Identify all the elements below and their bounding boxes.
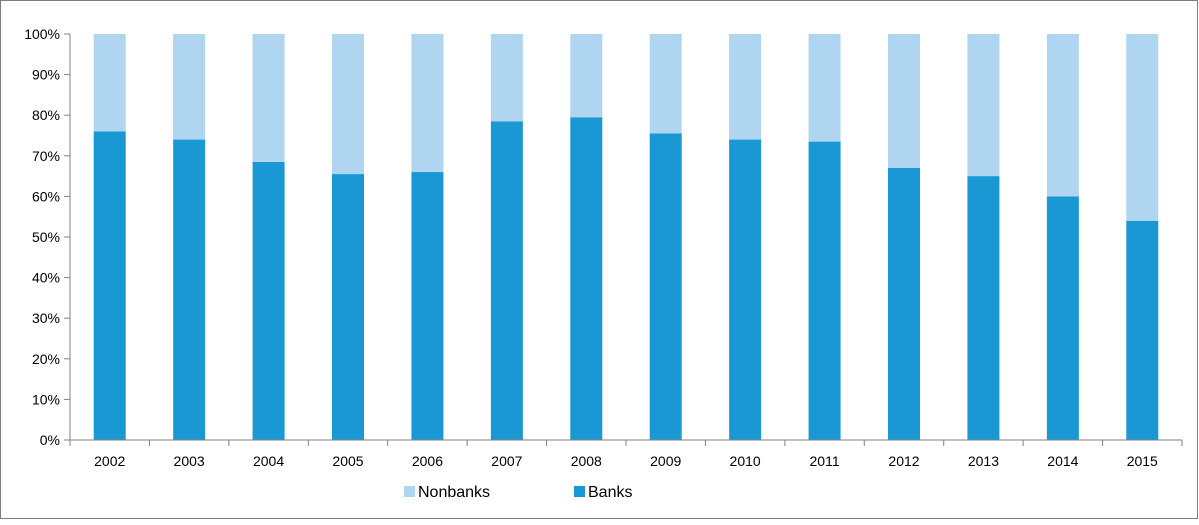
bar-banks-2004	[252, 161, 285, 440]
bar-nonbanks-2011	[808, 34, 841, 142]
x-tick-label-2002: 2002	[94, 453, 125, 469]
bar-nonbanks-2013	[967, 34, 1000, 177]
x-tick-label-2005: 2005	[332, 453, 363, 469]
bar-banks-2010	[729, 139, 762, 440]
x-tick-label-2012: 2012	[888, 453, 919, 469]
x-tick-label-2007: 2007	[491, 453, 522, 469]
x-tick-label-2014: 2014	[1047, 453, 1078, 469]
legend: Nonbanks Banks	[404, 484, 632, 501]
bar-nonbanks-2008	[570, 34, 603, 118]
y-tick-label-0pct: 0%	[40, 432, 60, 448]
bar-banks-2002	[93, 131, 126, 440]
bars-group	[93, 34, 1159, 441]
x-tick-label-2011: 2011	[810, 453, 840, 469]
x-tick-label-2013: 2013	[968, 453, 999, 469]
legend-label-banks: Banks	[588, 484, 632, 501]
y-tick-label-60pct: 60%	[32, 188, 60, 204]
bar-banks-2006	[411, 172, 444, 441]
bar-nonbanks-2003	[173, 34, 206, 140]
x-tick-label-2008: 2008	[571, 453, 602, 469]
y-tick-label-50pct: 50%	[32, 229, 60, 245]
bar-nonbanks-2012	[888, 34, 920, 168]
x-tick-label-2003: 2003	[174, 453, 205, 469]
legend-label-nonbanks: Nonbanks	[418, 484, 490, 501]
x-tick-label-2006: 2006	[412, 453, 443, 469]
y-tick-label-70pct: 70%	[32, 148, 60, 164]
bar-nonbanks-2006	[411, 34, 444, 173]
x-tick-label-2015: 2015	[1127, 453, 1158, 469]
bar-nonbanks-2005	[332, 34, 364, 175]
bar-nonbanks-2002	[93, 34, 126, 132]
legend-swatch-banks	[574, 486, 585, 497]
y-tick-label-20pct: 20%	[32, 351, 60, 367]
x-tick-labels: 2002 2003 2004 2005 2006 2007 2008 2009 2010 2011…	[94, 453, 1158, 469]
bar-banks-2008	[570, 117, 603, 440]
x-tick-label-2010: 2010	[730, 453, 761, 469]
y-tick-label-40pct: 40%	[32, 270, 60, 286]
y-tick-label-10pct: 10%	[32, 391, 60, 407]
bar-banks-2003	[173, 139, 206, 440]
bar-banks-2013	[967, 176, 1000, 440]
bar-nonbanks-2010	[729, 34, 762, 140]
y-tick-label-100pct: 100%	[24, 26, 60, 42]
bar-banks-2007	[490, 121, 523, 440]
x-tick-label-2004: 2004	[253, 453, 284, 469]
legend-swatch-nonbanks	[404, 486, 415, 497]
bar-nonbanks-2009	[649, 34, 682, 134]
bar-banks-2011	[808, 141, 841, 440]
bar-banks-2012	[888, 167, 920, 441]
x-tick-label-2009: 2009	[650, 453, 681, 469]
y-tick-label-30pct: 30%	[32, 310, 60, 326]
bar-nonbanks-2007	[490, 34, 523, 122]
y-tick-labels: 0% 10% 20% 30% 40% 50% 60% 70% 80% 90% 100%	[24, 26, 60, 448]
y-tick-label-90pct: 90%	[32, 67, 60, 83]
y-tick-label-80pct: 80%	[32, 107, 60, 123]
bar-banks-2015	[1126, 220, 1159, 440]
bar-banks-2005	[332, 174, 364, 440]
bar-nonbanks-2004	[252, 34, 285, 162]
axes-group	[64, 33, 1183, 446]
bar-nonbanks-2015	[1126, 34, 1159, 221]
bar-banks-2014	[1046, 196, 1079, 440]
bar-banks-2009	[649, 133, 682, 440]
bar-nonbanks-2014	[1046, 34, 1079, 197]
